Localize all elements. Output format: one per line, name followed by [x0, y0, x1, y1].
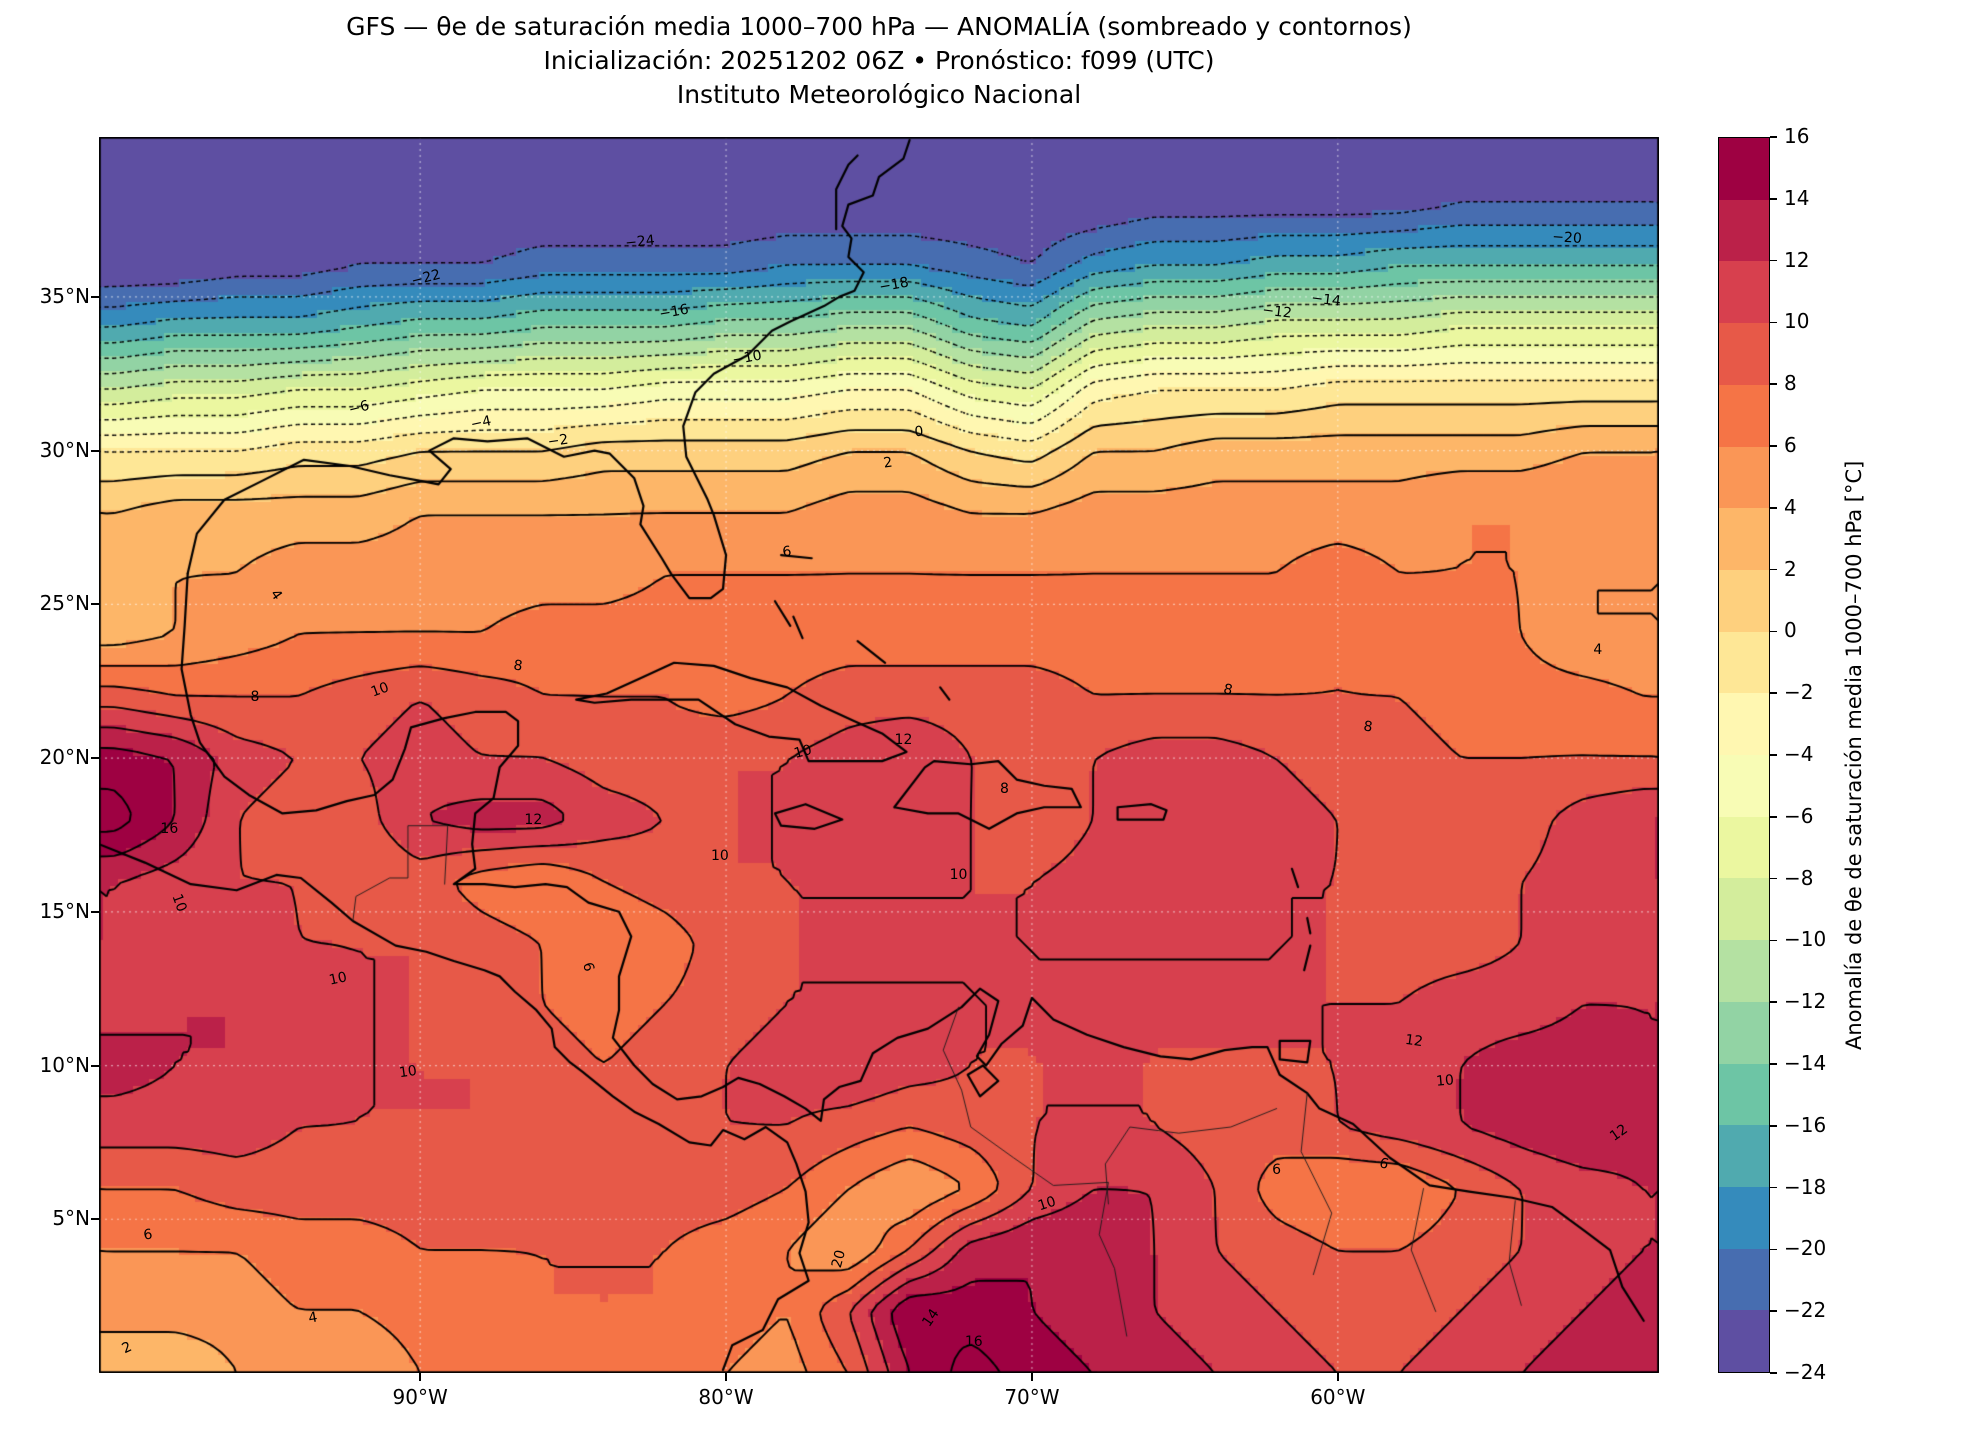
colorbar-tick-label: 8 [1784, 371, 1797, 396]
colorbar-cell [1719, 816, 1769, 879]
title-line-2: Inicialización: 20251202 06Z • Pronóstic… [543, 46, 1215, 75]
y-tick-mark [91, 603, 99, 606]
colorbar-cell [1719, 1186, 1769, 1249]
colorbar-cell [1719, 323, 1769, 385]
colorbar-tick-label: −2 [1784, 680, 1814, 705]
colorbar-tick-mark [1770, 445, 1777, 447]
colorbar-cell [1719, 1063, 1769, 1126]
colorbar-tick-label: −24 [1784, 1360, 1827, 1384]
colorbar-label: Anomalía de θe de saturación media 1000–… [1842, 460, 1866, 1050]
colorbar-tick-mark [1770, 877, 1777, 880]
y-tick-mark [91, 449, 99, 452]
y-tick-label: 15°N [39, 898, 90, 923]
colorbar-tick-mark [1770, 1125, 1777, 1127]
colorbar-tick-label: −14 [1784, 1051, 1827, 1075]
colorbar-tick-label: −16 [1784, 1112, 1827, 1137]
title-line-3: Instituto Meteorológico Nacional [676, 80, 1082, 109]
colorbar-cell [1719, 755, 1769, 817]
map-plot: −24 −22 −18 −16 −10 −12 −14 −20 0 2 −2 −4 −6 4 6 8 10 12 1… [99, 137, 1659, 1373]
colorbar-tick-mark [1770, 630, 1777, 633]
x-tick-label: 80°W [698, 1385, 754, 1409]
y-tick-mark [91, 1218, 99, 1221]
colorbar-tick-label: 0 [1784, 618, 1797, 643]
colorbar-cell [1719, 940, 1769, 1002]
colorbar-tick-label: −6 [1784, 803, 1814, 828]
y-tick-label: 35°N [39, 283, 90, 308]
x-tick-label: 70°W [1004, 1385, 1060, 1409]
colorbar-cell [1719, 1125, 1769, 1187]
colorbar-tick-mark [1770, 1186, 1777, 1189]
y-tick-label: 25°N [39, 591, 90, 616]
colorbar-tick-mark [1770, 136, 1777, 138]
colorbar-tick-mark [1770, 383, 1777, 385]
y-tick-label: 5°N [52, 1206, 90, 1231]
colorbar-tick-label: 6 [1784, 433, 1797, 457]
x-tick-mark [1336, 1373, 1339, 1381]
y-tick-mark [91, 757, 99, 760]
title-line-1: GFS — θe de saturación media 1000–700 hP… [346, 12, 1412, 41]
y-tick-label: 20°N [39, 745, 90, 770]
colorbar-tick-label: −12 [1784, 989, 1827, 1014]
x-tick-mark [1030, 1373, 1033, 1381]
colorbar-cell [1719, 1310, 1769, 1373]
colorbar [1718, 137, 1770, 1373]
colorbar-tick-label: 4 [1784, 494, 1797, 519]
x-tick-label: 90°W [392, 1385, 448, 1409]
colorbar-tick-mark [1770, 568, 1777, 571]
colorbar-tick-label: 2 [1784, 556, 1797, 581]
colorbar-cell [1719, 199, 1769, 262]
colorbar-tick-label: 14 [1784, 185, 1810, 210]
colorbar-tick-label: −8 [1784, 865, 1814, 890]
colorbar-cell [1719, 1248, 1769, 1311]
colorbar-tick-mark [1770, 321, 1777, 324]
colorbar-tick-mark [1770, 259, 1777, 262]
colorbar-cell [1719, 384, 1769, 447]
colorbar-tick-label: −10 [1784, 927, 1827, 952]
y-tick-label: 30°N [39, 437, 90, 462]
colorbar-cell [1719, 261, 1769, 324]
colorbar-tick-label: 16 [1784, 124, 1810, 148]
colorbar-cell [1719, 878, 1769, 941]
colorbar-tick-mark [1770, 692, 1777, 694]
colorbar-tick-label: −20 [1784, 1236, 1827, 1261]
colorbar-tick-mark [1770, 816, 1777, 818]
colorbar-tick-mark [1770, 1001, 1777, 1003]
colorbar-tick-mark [1770, 1248, 1777, 1251]
colorbar-tick-mark [1770, 754, 1777, 756]
colorbar-cell [1719, 631, 1769, 694]
colorbar-tick-mark [1770, 1063, 1777, 1065]
x-tick-label: 60°W [1310, 1385, 1366, 1409]
colorbar-tick-label: 12 [1784, 247, 1810, 272]
colorbar-tick-label: −22 [1784, 1298, 1827, 1323]
colorbar-tick-label: −18 [1784, 1174, 1827, 1199]
colorbar-tick-label: −4 [1784, 742, 1814, 766]
colorbar-tick-mark [1770, 198, 1777, 200]
y-tick-mark [91, 910, 99, 913]
map-canvas [99, 137, 1659, 1373]
colorbar-tick-mark [1770, 939, 1777, 942]
colorbar-tick-mark [1770, 1310, 1777, 1312]
colorbar-cell [1719, 446, 1769, 509]
colorbar-tick-label: 10 [1784, 309, 1810, 334]
y-tick-label: 10°N [39, 1052, 90, 1077]
colorbar-cell [1719, 1001, 1769, 1064]
colorbar-tick-mark [1770, 507, 1777, 509]
x-tick-mark [419, 1373, 422, 1381]
colorbar-tick-mark [1770, 1372, 1777, 1374]
colorbar-cell [1719, 138, 1769, 200]
colorbar-cell [1719, 569, 1769, 632]
x-tick-mark [725, 1373, 728, 1381]
y-tick-mark [91, 295, 99, 298]
colorbar-cell [1719, 508, 1769, 570]
y-tick-mark [91, 1064, 99, 1067]
colorbar-cell [1719, 693, 1769, 756]
